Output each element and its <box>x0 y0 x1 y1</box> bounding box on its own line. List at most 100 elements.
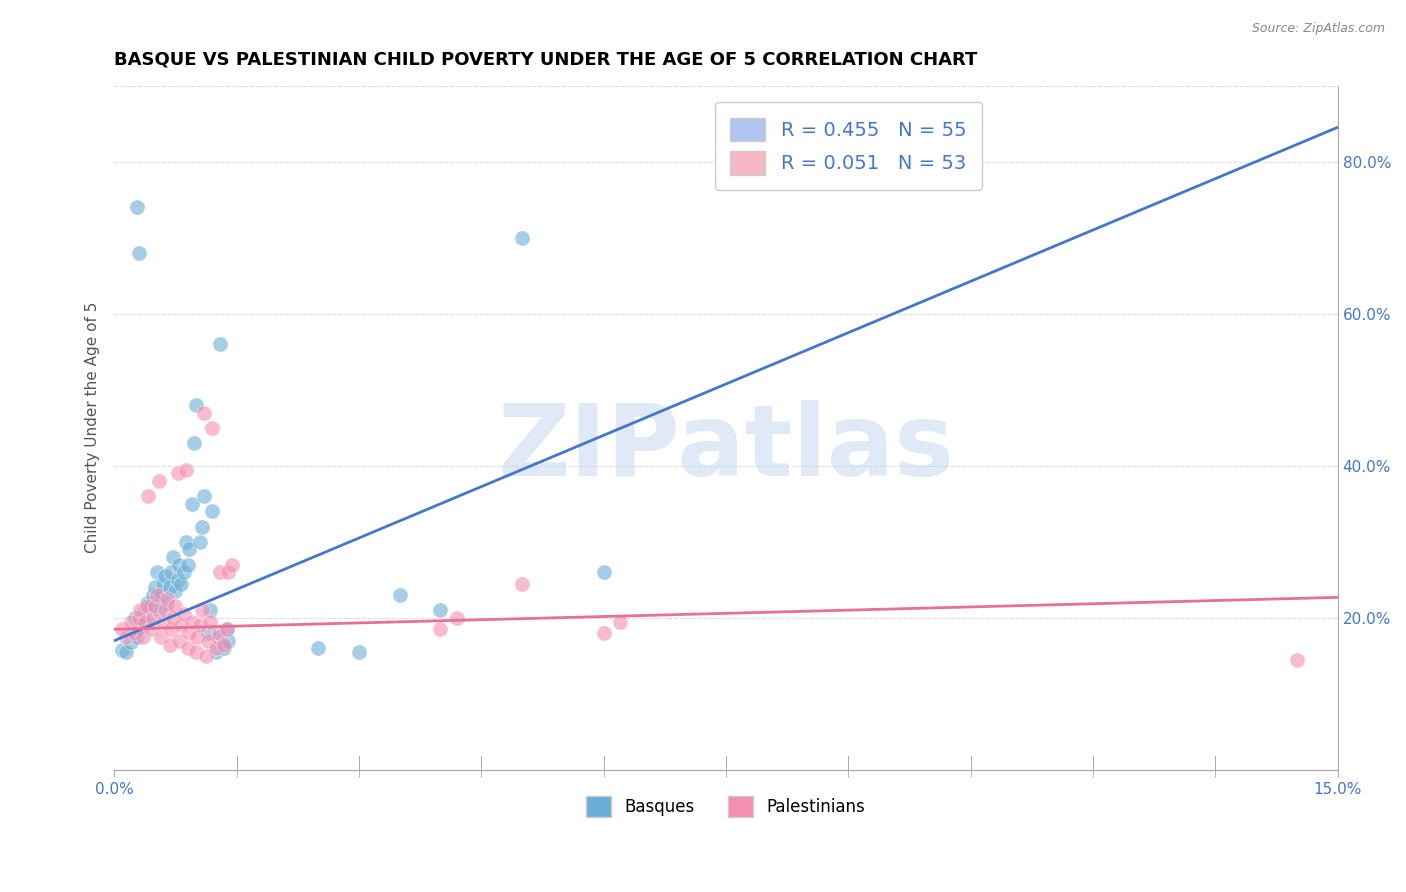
Point <box>755 139 778 153</box>
Point <box>446 611 468 625</box>
Point <box>215 622 238 636</box>
Point <box>207 626 229 640</box>
Point <box>111 643 134 657</box>
Point <box>221 558 243 572</box>
Point <box>139 599 162 614</box>
Point <box>160 622 183 636</box>
Point <box>200 615 222 629</box>
Point <box>143 599 166 614</box>
Point <box>115 630 138 644</box>
Point <box>128 611 150 625</box>
Point <box>191 603 214 617</box>
Point <box>162 549 184 564</box>
Point <box>179 542 201 557</box>
Point <box>139 622 162 636</box>
Point <box>183 436 205 450</box>
Point <box>429 603 451 617</box>
Point <box>510 576 533 591</box>
Point <box>609 615 631 629</box>
Point <box>184 398 207 412</box>
Point <box>111 622 134 636</box>
Point <box>153 603 176 617</box>
Point <box>134 603 156 617</box>
Point <box>877 139 900 153</box>
Text: BASQUE VS PALESTINIAN CHILD POVERTY UNDER THE AGE OF 5 CORRELATION CHART: BASQUE VS PALESTINIAN CHILD POVERTY UNDE… <box>114 51 977 69</box>
Point <box>174 462 197 476</box>
Point <box>143 581 166 595</box>
Point <box>176 641 198 656</box>
Point <box>207 630 229 644</box>
Point <box>209 566 232 580</box>
Point <box>201 504 224 518</box>
Point <box>205 641 228 656</box>
Point <box>166 467 188 481</box>
Point <box>148 474 170 488</box>
Point <box>188 618 211 632</box>
Point <box>193 489 215 503</box>
Point <box>173 566 195 580</box>
Point <box>120 635 142 649</box>
Point <box>179 626 201 640</box>
Point <box>150 588 173 602</box>
Point <box>197 633 219 648</box>
Point <box>169 633 191 648</box>
Point <box>184 645 207 659</box>
Text: ZIPatlas: ZIPatlas <box>498 400 955 497</box>
Point <box>115 645 138 659</box>
Point <box>142 611 165 625</box>
Point <box>209 337 232 351</box>
Point <box>217 566 239 580</box>
Point <box>165 599 187 614</box>
Point <box>510 230 533 244</box>
Point <box>205 645 228 659</box>
Point <box>170 618 193 632</box>
Point <box>124 626 146 640</box>
Point <box>156 591 179 606</box>
Point <box>132 618 155 632</box>
Point <box>186 630 208 644</box>
Point <box>194 648 217 663</box>
Point <box>173 607 195 621</box>
Point <box>307 641 329 656</box>
Point <box>152 576 174 591</box>
Point <box>388 588 411 602</box>
Point <box>165 584 187 599</box>
Point <box>145 588 167 602</box>
Point <box>176 558 198 572</box>
Point <box>197 626 219 640</box>
Point <box>135 599 157 614</box>
Point <box>148 603 170 617</box>
Point <box>180 615 202 629</box>
Point <box>162 611 184 625</box>
Point <box>193 405 215 419</box>
Point <box>135 596 157 610</box>
Point <box>170 576 193 591</box>
Point <box>214 641 236 656</box>
Point <box>1285 653 1308 667</box>
Point <box>347 645 370 659</box>
Point <box>152 615 174 629</box>
Point <box>191 519 214 533</box>
Point <box>128 622 150 636</box>
Point <box>201 421 224 435</box>
Point <box>200 603 222 617</box>
Point <box>132 630 155 644</box>
Point <box>125 200 148 214</box>
Point <box>145 566 167 580</box>
Point <box>129 603 152 617</box>
Point <box>174 534 197 549</box>
Point <box>150 630 173 644</box>
Point <box>217 633 239 648</box>
Point <box>159 638 181 652</box>
Point <box>134 615 156 629</box>
Point <box>153 569 176 583</box>
Text: Source: ZipAtlas.com: Source: ZipAtlas.com <box>1251 22 1385 36</box>
Point <box>215 622 238 636</box>
Point <box>592 626 614 640</box>
Point <box>166 573 188 587</box>
Point <box>138 489 160 503</box>
Point <box>592 566 614 580</box>
Point <box>429 622 451 636</box>
Y-axis label: Child Poverty Under the Age of 5: Child Poverty Under the Age of 5 <box>86 302 100 553</box>
Point <box>159 581 181 595</box>
